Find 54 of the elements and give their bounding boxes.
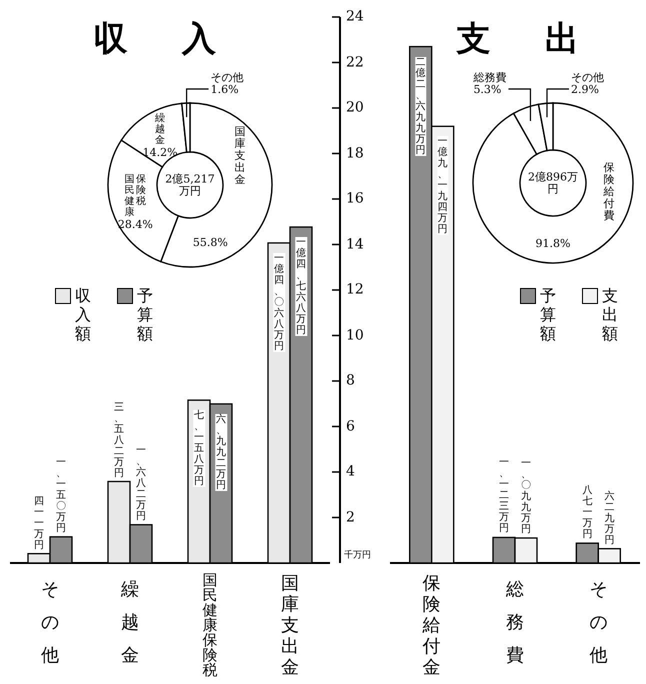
chart-title: 収入 [94, 19, 270, 60]
data-label: 5.3% [473, 82, 502, 96]
x-tick-label: 国庫支出金 [280, 573, 300, 678]
annotation: 2億5,217万円 [164, 172, 216, 197]
slice-label: 保険給付費 [602, 160, 616, 222]
text: 二億二、六九九万円 [416, 56, 426, 156]
y-tick-label: 8 [346, 372, 355, 389]
category-label: 国民健康保険税 [124, 174, 146, 218]
y-axis-title: 千万円 [344, 550, 371, 561]
data-label: 一、一二三万円 [498, 457, 510, 534]
x-tick-label: 繰越金 [120, 578, 140, 668]
data-label: 一、一五〇万円 [55, 456, 67, 534]
y-tick-label: 18 [346, 145, 364, 162]
y-tick-label: 10 [346, 327, 364, 344]
data-label: 六二九万円 [604, 490, 616, 546]
text: 一億九、一九四万円 [438, 136, 448, 236]
data-label: 四一一万円 [33, 496, 45, 551]
y-tick-label: 4 [346, 464, 355, 480]
chart-title: 支出 [456, 19, 634, 60]
y-tick-label: 14 [346, 236, 364, 252]
data-label: 1.6% [210, 82, 239, 96]
x-tick-label: 保険給付金 [422, 573, 442, 678]
data-label: 55.8% [192, 236, 228, 250]
data-label: 一、〇九九万円 [520, 458, 532, 535]
data-label: 三、五八二万円 [113, 402, 125, 478]
data-label: 六、九九二万円 [215, 414, 227, 491]
legend-label: 予算額 [539, 286, 558, 343]
data-label: 七、一五八万円 [193, 410, 205, 488]
legend-label: 収入額 [74, 286, 92, 343]
y-tick-label: 24 [346, 8, 364, 25]
text: 一億四、〇六八万円 [274, 252, 284, 352]
y-tick-label: 6 [346, 418, 355, 434]
legend-label: 支出額 [601, 286, 620, 343]
annotation: 2億896万円 [527, 170, 579, 195]
data-label: 28.4% [118, 218, 153, 232]
y-tick-label: 20 [346, 100, 364, 116]
y-tick-label: 16 [346, 190, 364, 207]
y-tick-label: 12 [346, 282, 364, 298]
data-label: 2.9% [570, 82, 599, 96]
slice-label: 繰越金 [154, 112, 166, 146]
donut-slice [472, 102, 634, 264]
data-label: 91.8% [536, 236, 570, 250]
slice-label: 国庫支出金 [234, 125, 246, 186]
text: 一億四、七六八万円 [296, 237, 306, 336]
x-tick-label: 国民健康保険税 [202, 571, 218, 679]
data-label: 八七一万円 [582, 485, 594, 540]
y-tick-label: 2 [346, 509, 355, 526]
x-tick-label: 総務費 [505, 578, 525, 668]
data-label: 14.2% [142, 146, 178, 159]
legend-label: 予算額 [136, 286, 154, 343]
y-tick-label: 22 [346, 54, 364, 70]
data-label: 一、六八二万円 [135, 444, 147, 522]
x-tick-label: その他 [40, 578, 60, 668]
x-tick-label: その他 [588, 578, 608, 668]
